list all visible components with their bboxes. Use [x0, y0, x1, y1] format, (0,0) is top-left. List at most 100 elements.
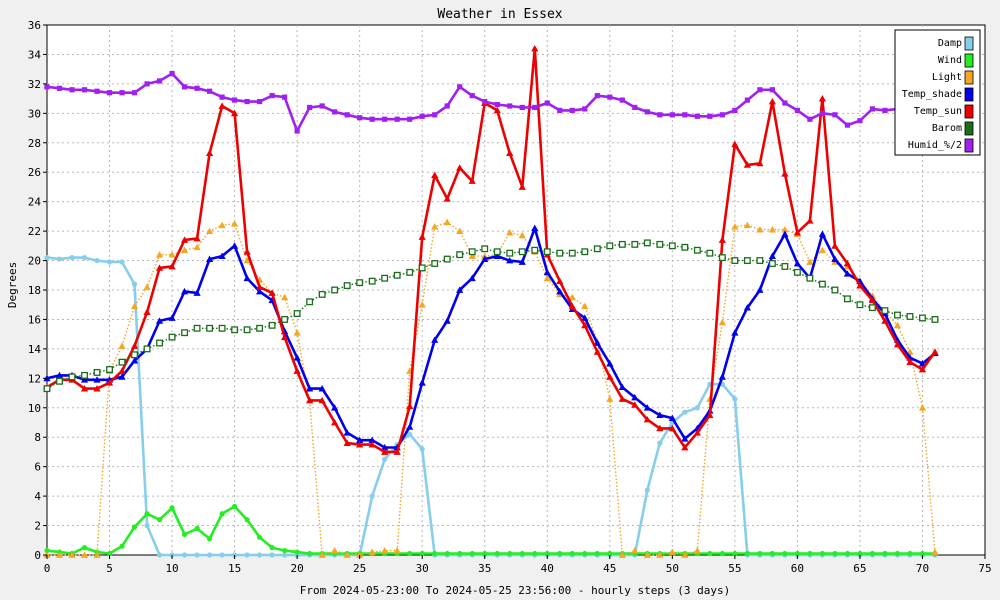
- data-point: [832, 550, 838, 557]
- data-point: [93, 368, 101, 376]
- data-point: [406, 423, 414, 430]
- data-point: [55, 551, 64, 558]
- data-point: [681, 243, 689, 251]
- data-point: [857, 118, 863, 124]
- data-point: [793, 268, 801, 276]
- legend-label: Temp_shade: [902, 89, 962, 100]
- data-point: [518, 231, 526, 239]
- y-tick-label: 12: [28, 372, 41, 385]
- data-point: [707, 113, 713, 119]
- data-point: [769, 87, 775, 93]
- y-tick-label: 18: [28, 284, 41, 297]
- series-line: [46, 226, 936, 449]
- data-point: [806, 274, 814, 282]
- data-point: [681, 443, 689, 451]
- data-point: [582, 106, 588, 112]
- data-point: [543, 274, 551, 282]
- data-point: [618, 551, 626, 558]
- y-tick-label: 6: [34, 461, 41, 474]
- data-point: [482, 98, 488, 105]
- legend-label: Humid_%/2: [908, 140, 962, 151]
- data-point: [731, 329, 739, 336]
- data-point: [156, 552, 163, 558]
- data-point: [819, 550, 826, 557]
- data-point: [357, 115, 363, 121]
- data-point: [906, 313, 914, 320]
- data-point: [443, 218, 451, 226]
- data-point: [369, 493, 375, 499]
- data-point: [106, 90, 113, 96]
- data-point: [743, 161, 751, 168]
- data-point: [731, 140, 739, 148]
- data-point: [581, 248, 589, 256]
- data-point: [469, 550, 475, 557]
- data-point: [218, 221, 226, 229]
- data-point: [206, 88, 213, 94]
- y-tick-label: 24: [28, 196, 42, 209]
- data-point: [257, 552, 263, 558]
- data-point: [56, 85, 63, 91]
- data-point: [756, 257, 764, 265]
- legend-swatch: [964, 121, 974, 136]
- data-point: [768, 226, 776, 233]
- x-tick-label: 5: [106, 562, 113, 575]
- data-point: [718, 373, 726, 380]
- data-point: [218, 102, 226, 109]
- data-point: [456, 227, 464, 234]
- data-point: [144, 81, 150, 87]
- legend-label: Temp_sun: [914, 106, 962, 117]
- data-point: [156, 78, 163, 84]
- data-point: [744, 97, 750, 103]
- data-point: [668, 424, 676, 432]
- data-point: [219, 552, 225, 558]
- data-point: [206, 324, 214, 332]
- data-point: [732, 396, 738, 402]
- data-point: [644, 109, 650, 115]
- data-point: [731, 223, 739, 230]
- y-tick-label: 4: [34, 490, 41, 503]
- data-point: [782, 550, 788, 557]
- data-point: [693, 246, 701, 254]
- data-point: [531, 246, 539, 254]
- data-point: [393, 546, 401, 554]
- data-point: [68, 373, 76, 381]
- data-point: [244, 98, 250, 105]
- data-point: [757, 550, 763, 557]
- data-point: [631, 240, 639, 248]
- data-point: [807, 550, 813, 557]
- data-point: [793, 228, 801, 236]
- data-point: [893, 321, 902, 329]
- data-point: [818, 230, 827, 237]
- data-point: [407, 116, 413, 122]
- data-point: [706, 249, 714, 257]
- y-tick-label: 28: [28, 137, 41, 150]
- data-point: [518, 183, 526, 190]
- data-point: [743, 257, 751, 265]
- chart-title: Weather in Essex: [437, 7, 562, 22]
- data-point: [332, 109, 338, 115]
- data-point: [231, 326, 239, 334]
- data-point: [818, 95, 827, 102]
- data-point: [931, 315, 939, 323]
- data-point: [369, 116, 375, 122]
- data-point: [457, 550, 463, 557]
- y-tick-label: 22: [28, 225, 41, 238]
- data-point: [519, 104, 525, 111]
- data-point: [494, 101, 500, 108]
- data-point: [557, 550, 563, 557]
- data-point: [744, 550, 750, 557]
- data-point: [331, 418, 339, 426]
- data-point: [443, 255, 451, 263]
- data-point: [831, 286, 839, 294]
- data-point: [381, 546, 389, 554]
- data-point: [493, 252, 501, 260]
- x-tick-label: 75: [978, 562, 991, 575]
- data-point: [669, 112, 675, 118]
- data-point: [231, 109, 239, 117]
- data-point: [81, 87, 88, 93]
- data-point: [568, 249, 576, 257]
- data-point: [343, 551, 351, 558]
- data-point: [856, 301, 864, 309]
